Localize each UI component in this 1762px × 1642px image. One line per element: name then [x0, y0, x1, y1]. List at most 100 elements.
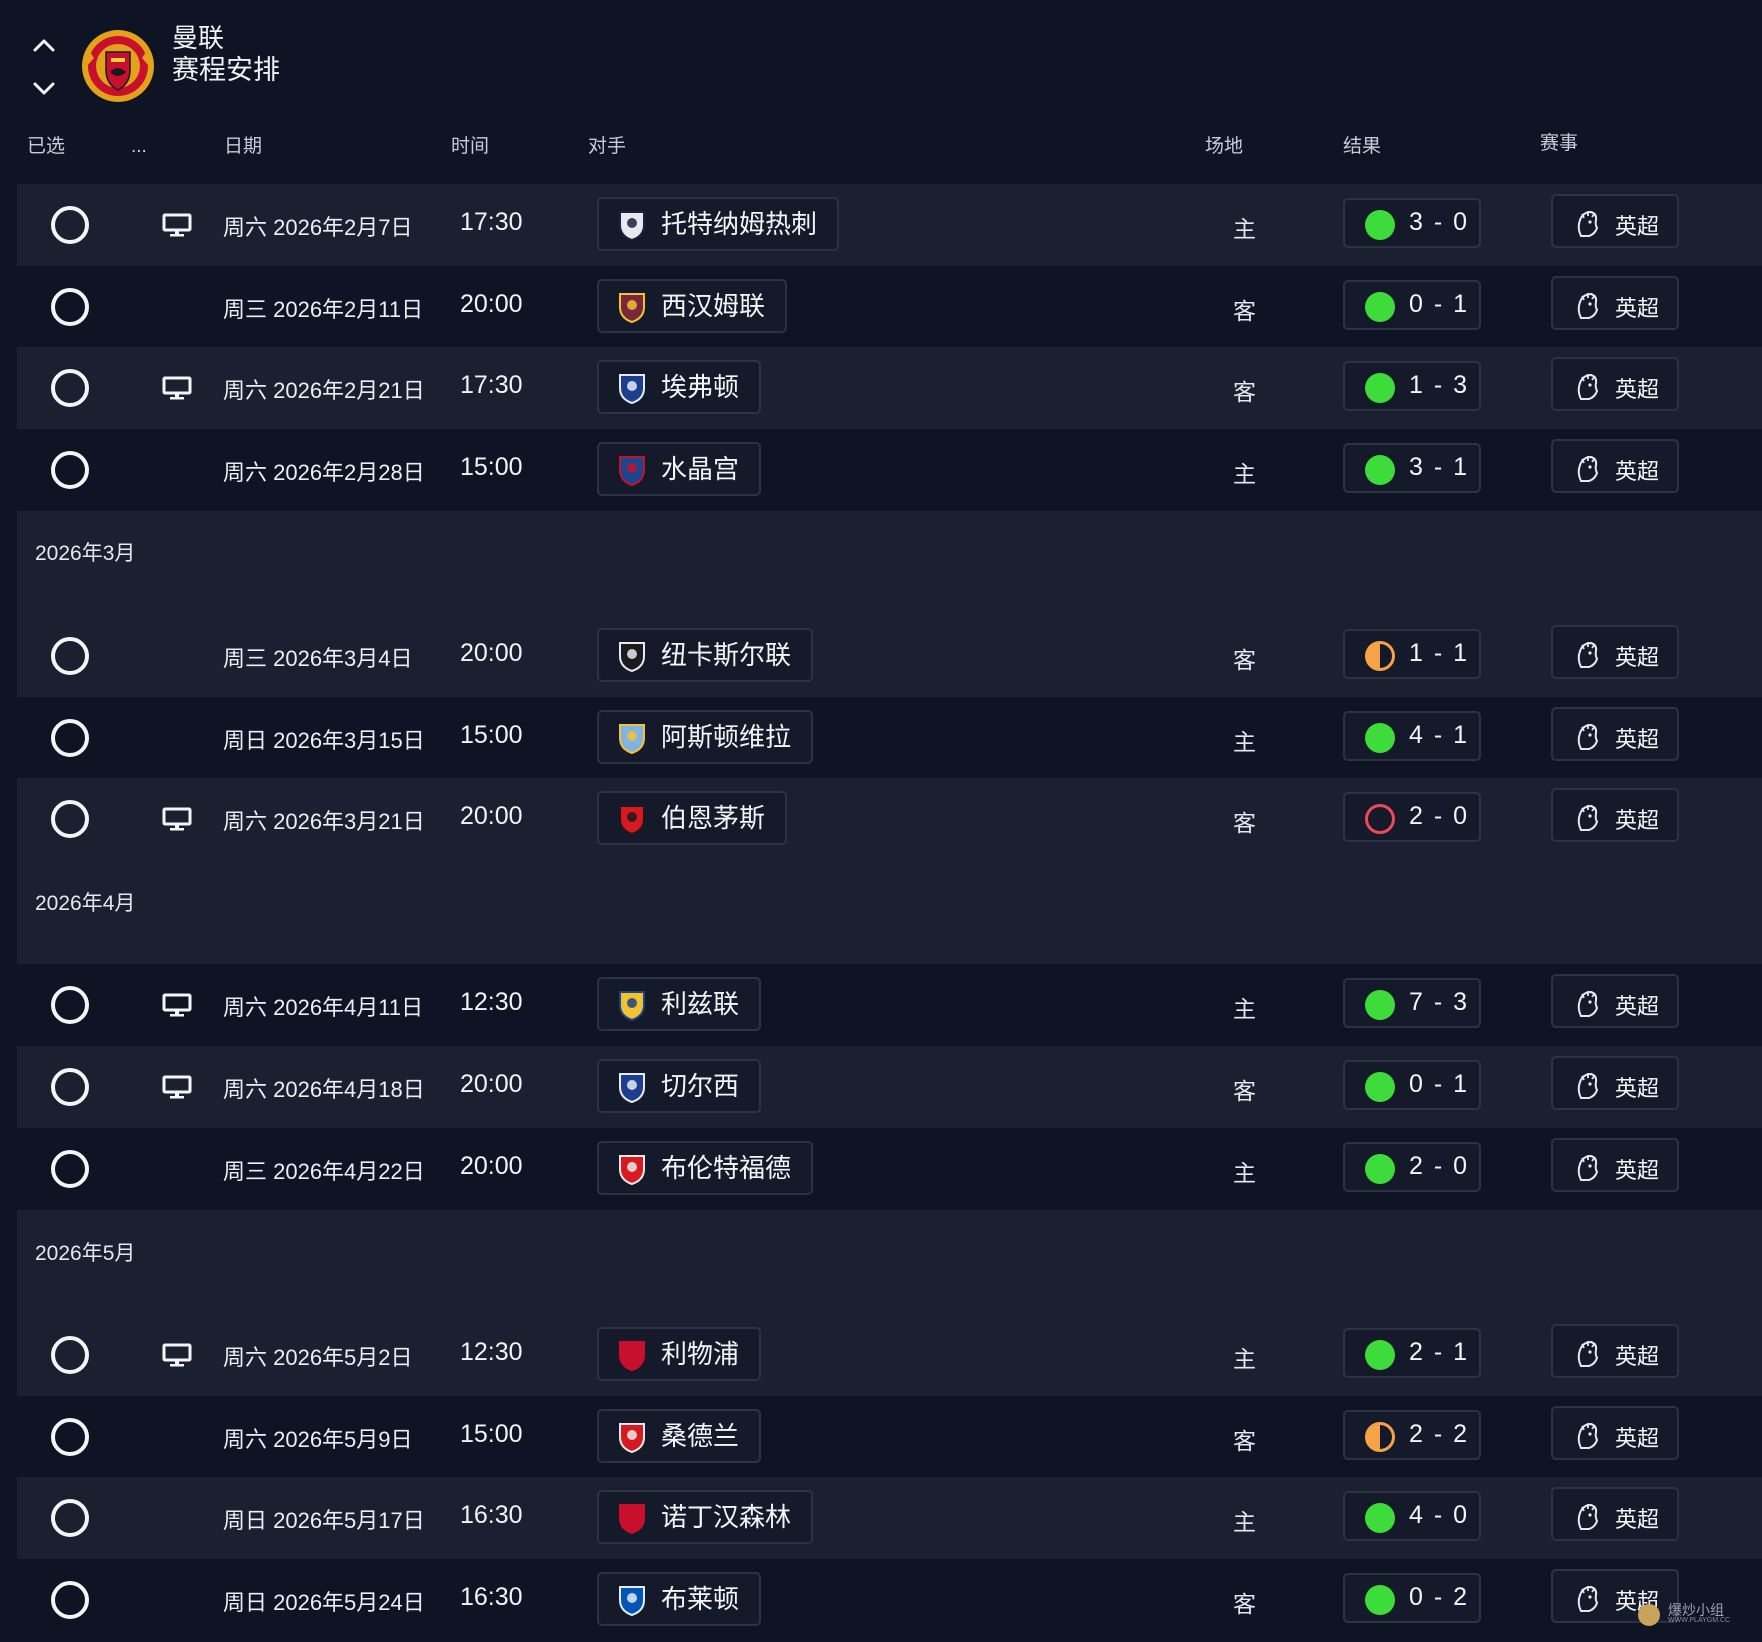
- select-radio[interactable]: [51, 288, 89, 326]
- select-radio[interactable]: [51, 1150, 89, 1188]
- select-radio[interactable]: [51, 1418, 89, 1456]
- column-header-result[interactable]: 结果: [1343, 136, 1382, 157]
- month-heading: 2026年3月: [35, 542, 136, 565]
- month-section: [17, 857, 1762, 964]
- column-header-time[interactable]: 时间: [451, 136, 490, 157]
- opponent-chip[interactable]: 布莱顿: [597, 1572, 762, 1626]
- select-radio[interactable]: [51, 369, 89, 407]
- chevron-up-icon[interactable]: [32, 34, 56, 58]
- select-radio[interactable]: [51, 206, 89, 244]
- month-section: [17, 1207, 1762, 1314]
- competition-name: 英超: [1615, 1344, 1660, 1369]
- fixture-row[interactable]: 周三 2026年3月4日 20:00 纽卡斯尔联 客 1 - 1 英超: [17, 615, 1762, 697]
- match-score: 4 - 1: [1409, 721, 1470, 749]
- match-score: 4 - 0: [1409, 1501, 1470, 1529]
- competition-chip[interactable]: 英超: [1551, 1324, 1679, 1378]
- opponent-chip[interactable]: 利兹联: [597, 977, 762, 1031]
- column-header-opponent[interactable]: 对手: [588, 136, 627, 157]
- competition-name: 英超: [1615, 1076, 1660, 1101]
- competition-chip[interactable]: 英超: [1551, 707, 1679, 761]
- opponent-chip[interactable]: 布伦特福德: [597, 1141, 814, 1195]
- fixture-row[interactable]: 周六 2026年2月21日 17:30 埃弗顿 客 1 - 3 英超: [17, 347, 1762, 429]
- select-radio[interactable]: [51, 986, 89, 1024]
- opponent-chip[interactable]: 利物浦: [597, 1327, 762, 1381]
- match-score: 3 - 0: [1409, 208, 1470, 236]
- competition-chip[interactable]: 英超: [1551, 788, 1679, 842]
- opponent-chip[interactable]: 伯恩茅斯: [597, 791, 788, 845]
- opponent-chip[interactable]: 切尔西: [597, 1059, 762, 1113]
- opponent-chip[interactable]: 水晶宫: [597, 442, 762, 496]
- competition-chip[interactable]: 英超: [1551, 974, 1679, 1028]
- result-chip[interactable]: 0 - 2: [1343, 1573, 1481, 1623]
- fixture-row[interactable]: 周六 2026年2月28日 15:00 水晶宫 主 3 - 1 英超: [17, 429, 1762, 511]
- premier-league-lion-icon: [1577, 1503, 1599, 1530]
- competition-chip[interactable]: 英超: [1551, 194, 1679, 248]
- result-chip[interactable]: 0 - 1: [1343, 1060, 1481, 1110]
- column-header-competition[interactable]: 赛事: [1540, 133, 1579, 154]
- result-chip[interactable]: 1 - 3: [1343, 361, 1481, 411]
- competition-chip[interactable]: 英超: [1551, 1056, 1679, 1110]
- match-score: 2 - 0: [1409, 1152, 1470, 1180]
- competition-chip[interactable]: 英超: [1551, 1138, 1679, 1192]
- result-chip[interactable]: 0 - 1: [1343, 280, 1481, 330]
- fixture-row[interactable]: 周六 2026年5月2日 12:30 利物浦 主 2 - 1 英超: [17, 1314, 1762, 1396]
- opponent-name: 利兹联: [661, 989, 740, 1019]
- result-chip[interactable]: 4 - 1: [1343, 711, 1481, 761]
- fixture-row[interactable]: 周三 2026年4月22日 20:00 布伦特福德 主 2 - 0 英超: [17, 1128, 1762, 1210]
- fixture-row[interactable]: 周六 2026年4月18日 20:00 切尔西 客 0 - 1 英超: [17, 1046, 1762, 1128]
- result-chip[interactable]: 2 - 2: [1343, 1410, 1481, 1460]
- result-chip[interactable]: 7 - 3: [1343, 978, 1481, 1028]
- competition-chip[interactable]: 英超: [1551, 439, 1679, 493]
- fixture-row[interactable]: 周三 2026年2月11日 20:00 西汉姆联 客 0 - 1 英超: [17, 266, 1762, 348]
- opponent-chip[interactable]: 纽卡斯尔联: [597, 628, 814, 682]
- select-radio[interactable]: [51, 1068, 89, 1106]
- result-chip[interactable]: 2 - 0: [1343, 1142, 1481, 1192]
- match-date: 周三 2026年3月4日: [223, 646, 413, 671]
- competition-chip[interactable]: 英超: [1551, 1406, 1679, 1460]
- column-header-more[interactable]: ...: [131, 136, 147, 157]
- competition-chip[interactable]: 英超: [1551, 276, 1679, 330]
- result-chip[interactable]: 1 - 1: [1343, 629, 1481, 679]
- brentford-crest-icon: [619, 1155, 645, 1186]
- result-chip[interactable]: 4 - 0: [1343, 1491, 1481, 1541]
- select-radio[interactable]: [51, 451, 89, 489]
- premier-league-lion-icon: [1577, 1585, 1599, 1612]
- fixture-row[interactable]: 周六 2026年3月21日 20:00 伯恩茅斯 客 2 - 0 英超: [17, 778, 1762, 860]
- fixture-row[interactable]: 周日 2026年5月24日 16:30 布莱顿客 0 - 2 英超: [17, 1559, 1762, 1641]
- result-chip[interactable]: 3 - 1: [1343, 443, 1481, 493]
- competition-chip[interactable]: 英超: [1551, 1487, 1679, 1541]
- select-radio[interactable]: [51, 637, 89, 675]
- opponent-name: 西汉姆联: [661, 291, 766, 321]
- opponent-chip[interactable]: 托特纳姆热刺: [597, 197, 840, 251]
- column-header-date[interactable]: 日期: [224, 136, 263, 157]
- opponent-name: 切尔西: [661, 1071, 740, 1101]
- chevron-down-icon[interactable]: [32, 76, 56, 100]
- result-chip[interactable]: 3 - 0: [1343, 198, 1481, 248]
- kickoff-time: 16:30: [460, 1583, 523, 1611]
- fixture-row[interactable]: 周日 2026年3月15日 15:00 阿斯顿维拉 主 4 - 1 英超: [17, 697, 1762, 779]
- select-radio[interactable]: [51, 1581, 89, 1619]
- column-header-selected[interactable]: 已选: [27, 136, 66, 157]
- opponent-chip[interactable]: 阿斯顿维拉: [597, 710, 814, 764]
- competition-chip[interactable]: 英超: [1551, 357, 1679, 411]
- result-chip[interactable]: 2 - 1: [1343, 1328, 1481, 1378]
- brighton-crest-icon: [619, 1586, 645, 1617]
- premier-league-lion-icon: [1577, 1072, 1599, 1099]
- select-radio[interactable]: [51, 1499, 89, 1537]
- opponent-chip[interactable]: 西汉姆联: [597, 279, 788, 333]
- result-chip[interactable]: 2 - 0: [1343, 792, 1481, 842]
- opponent-chip[interactable]: 埃弗顿: [597, 360, 762, 414]
- select-radio[interactable]: [51, 719, 89, 757]
- select-radio[interactable]: [51, 800, 89, 838]
- fixture-row[interactable]: 周六 2026年2月7日 17:30 托特纳姆热刺 主 3 - 0 英超: [17, 184, 1762, 266]
- fixture-row[interactable]: 周日 2026年5月17日 16:30 诺丁汉森林 主 4 - 0 英超: [17, 1477, 1762, 1559]
- watermark-badge-icon: [1638, 1604, 1660, 1626]
- competition-chip[interactable]: 英超: [1551, 625, 1679, 679]
- column-header-venue[interactable]: 场地: [1205, 136, 1244, 157]
- opponent-chip[interactable]: 诺丁汉森林: [597, 1490, 814, 1544]
- fixture-row[interactable]: 周六 2026年4月11日 12:30 利兹联 主 7 - 3 英超: [17, 964, 1762, 1046]
- opponent-chip[interactable]: 桑德兰: [597, 1409, 762, 1463]
- select-radio[interactable]: [51, 1336, 89, 1374]
- venue-label: 主: [1233, 1346, 1256, 1372]
- fixture-row[interactable]: 周六 2026年5月9日 15:00 桑德兰 客 2 - 2 英超: [17, 1396, 1762, 1478]
